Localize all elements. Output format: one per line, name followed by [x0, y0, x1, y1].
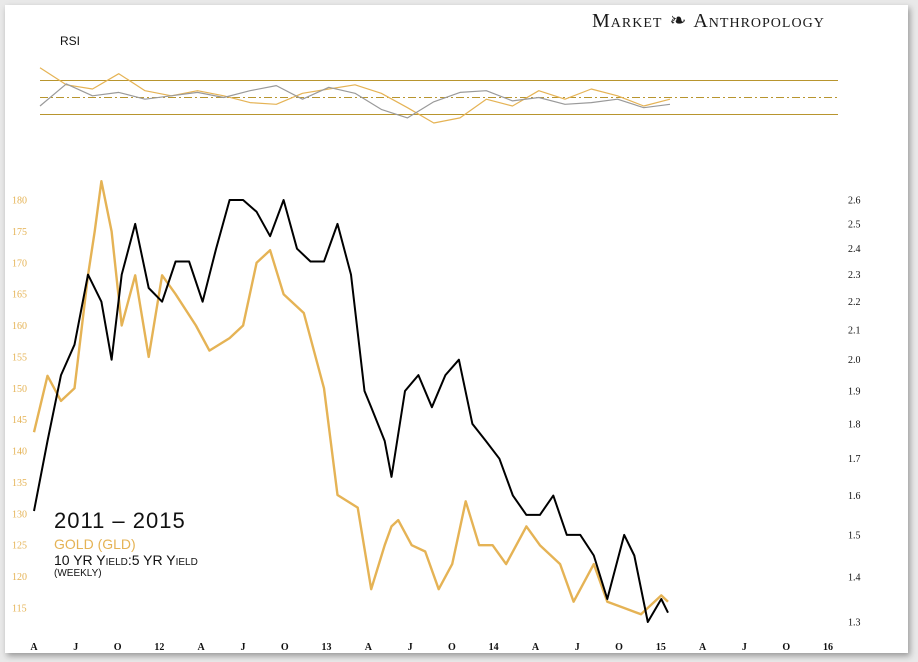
y-left-tick-label: 175 — [12, 227, 27, 238]
yield-ratio-series-line — [33, 199, 669, 623]
y-right-tick-label: 1.4 — [848, 572, 861, 583]
y-left-tick-label: 145 — [12, 415, 27, 426]
y-left-tick-label: 180 — [12, 196, 27, 207]
rsi-series-1 — [39, 83, 671, 119]
y-right-tick-label: 2.3 — [848, 270, 861, 281]
y-right-tick-label: 1.8 — [848, 419, 861, 430]
x-tick-label: J — [575, 642, 580, 653]
x-tick-label: O — [114, 642, 122, 653]
legend-yield: 10 YR Yield:5 YR Yield — [54, 552, 198, 568]
y-left-tick-label: 155 — [12, 352, 27, 363]
y-left-tick-label: 160 — [12, 321, 27, 332]
y-left-tick-label: 150 — [12, 384, 27, 395]
y-left-tick-label: 140 — [12, 447, 27, 458]
x-tick-label: A — [30, 642, 38, 653]
x-tick-label: 12 — [154, 642, 164, 653]
brand-right: Anthropology — [693, 10, 825, 32]
x-tick-label: J — [742, 642, 747, 653]
x-tick-label: O — [281, 642, 289, 653]
y-left-tick-label: 125 — [12, 541, 27, 552]
y-right-tick-label: 1.7 — [848, 454, 861, 465]
x-tick-label: J — [408, 642, 413, 653]
brand-left: Market — [592, 10, 663, 32]
x-tick-label: 16 — [823, 642, 833, 653]
chart-legend: 2011 – 2015 GOLD (GLD) 10 YR Yield:5 YR … — [54, 508, 198, 579]
y-right-tick-label: 2.1 — [848, 326, 861, 337]
x-tick-label: 15 — [656, 642, 666, 653]
legend-gold: GOLD (GLD) — [54, 536, 136, 552]
x-tick-label: 13 — [322, 642, 332, 653]
y-left-tick-label: 165 — [12, 290, 27, 301]
rsi-title: RSI — [60, 34, 81, 48]
main-panel: A J O 12 A J O 13 A J O 14 A J O 15 A J O 16 180 175 170 165 160… — [12, 179, 861, 653]
x-tick-label: A — [699, 642, 707, 653]
x-tick-label: J — [73, 642, 78, 653]
y-right-tick-label: 2.4 — [848, 244, 861, 255]
x-tick-label: A — [532, 642, 540, 653]
x-tick-label: O — [782, 642, 790, 653]
y-right-tick-label: 2.0 — [848, 355, 861, 366]
y-right-tick-label: 1.6 — [848, 491, 861, 502]
rsi-panel — [39, 67, 838, 124]
brand-logo: Market ❧ Anthropology — [592, 8, 825, 33]
y-left-tick-label: 115 — [12, 604, 27, 615]
x-tick-label: A — [365, 642, 373, 653]
x-tick-label: O — [448, 642, 456, 653]
y-right-tick-label: 1.9 — [848, 386, 861, 397]
y-left-tick-label: 120 — [12, 572, 27, 583]
y-left-tick-label: 130 — [12, 509, 27, 520]
y-right-tick-label: 2.5 — [848, 219, 861, 230]
y-right-tick-label: 2.2 — [848, 297, 861, 308]
y-left-tick-label: 170 — [12, 258, 27, 269]
x-tick-label: O — [615, 642, 623, 653]
rsi-series-0 — [39, 67, 671, 124]
gold-series-line — [32, 179, 669, 616]
x-tick-label: A — [198, 642, 206, 653]
dna-icon: ❧ — [669, 10, 688, 32]
legend-frequency: (WEEKLY) — [54, 568, 102, 579]
y-right-tick-label: 1.3 — [848, 618, 861, 629]
y-right-tick-label: 1.5 — [848, 530, 861, 541]
y-left-tick-label: 135 — [12, 478, 27, 489]
legend-period: 2011 – 2015 — [54, 508, 186, 533]
x-tick-label: 14 — [489, 642, 499, 653]
x-tick-label: J — [240, 642, 245, 653]
y-right-tick-label: 2.6 — [848, 196, 861, 207]
